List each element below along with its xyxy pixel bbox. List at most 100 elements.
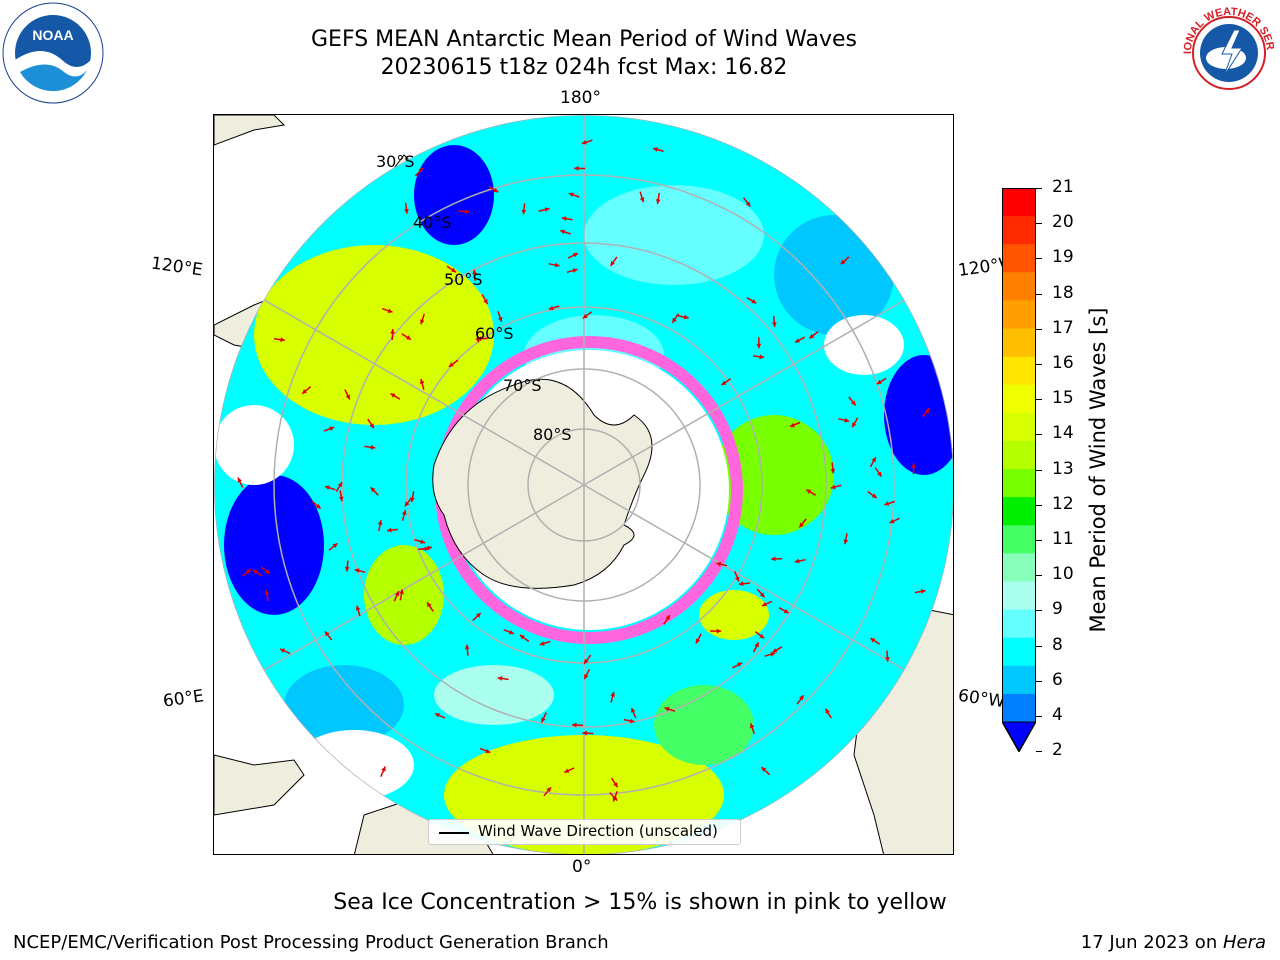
wind-wave-arrowhead — [345, 394, 350, 400]
wind-wave-arrowhead — [539, 641, 545, 646]
wind-wave-arrowhead — [560, 229, 566, 235]
colorbar-cell — [1002, 665, 1036, 695]
colorbar-tick-label: 20 — [1052, 212, 1074, 233]
lat-label-50s: 50°S — [444, 270, 483, 289]
wind-wave-arrowhead — [885, 657, 890, 662]
wind-wave-arrowhead — [574, 166, 579, 171]
colorbar-extension — [1002, 721, 1036, 752]
colorbar-cell — [1002, 272, 1036, 301]
wind-wave-arrowhead — [920, 589, 926, 594]
colorbar-tick-mark — [1036, 540, 1042, 541]
wind-wave-arrowhead — [789, 422, 795, 428]
colorbar-cell — [1002, 581, 1036, 611]
wind-wave-arrowhead — [613, 782, 618, 788]
colorbar-tick-label: 15 — [1052, 388, 1074, 409]
colorbar-tick-mark — [1036, 293, 1042, 295]
wind-wave-arrowhead — [329, 426, 335, 431]
wind-wave-arrowhead — [584, 674, 589, 680]
colorbar-tick-label: 16 — [1052, 353, 1074, 373]
sea-ice-note: Sea Ice Concentration > 15% is shown in … — [333, 890, 947, 915]
colorbar-cell — [1002, 244, 1036, 273]
colorbar-cell — [1002, 440, 1036, 470]
colorbar-tick-mark — [1036, 716, 1042, 717]
wind-wave-arrowhead — [315, 504, 321, 509]
credit-text: NCEP/EMC/Verification Post Processing Pr… — [13, 932, 609, 953]
wind-wave-arrowhead — [546, 787, 551, 793]
polar-map — [214, 115, 953, 854]
wind-wave-arrowhead — [519, 634, 525, 640]
wind-wave-arrowhead — [759, 633, 765, 639]
colorbar-tick-mark — [1036, 504, 1042, 506]
wind-wave-arrowhead — [246, 569, 251, 574]
wind-wave-arrowhead — [475, 337, 481, 343]
period-patch — [224, 475, 324, 615]
wind-wave-arrowhead — [639, 197, 645, 203]
wind-wave-arrowhead — [683, 314, 689, 320]
colorbar-tick-label: 11 — [1052, 529, 1074, 549]
colorbar-tick-mark — [1036, 645, 1042, 647]
period-patch — [699, 590, 769, 640]
wind-wave-arrowhead — [572, 268, 578, 273]
wind-wave-arrowhead — [493, 187, 499, 193]
wind-wave-arrowhead — [830, 468, 836, 474]
colorbar-cell — [1002, 412, 1036, 442]
wind-wave-arrowhead — [629, 718, 635, 724]
wind-wave-arrowhead — [761, 767, 767, 772]
wind-wave-arrowhead — [884, 501, 890, 506]
wind-wave-arrowhead — [554, 262, 560, 268]
wind-wave-arrowhead — [427, 602, 432, 608]
wind-wave-arrowhead — [568, 192, 574, 197]
wind-wave-arrowhead — [404, 501, 410, 507]
wind-wave-arrowhead — [751, 299, 757, 304]
colorbar-tick-mark — [1036, 328, 1042, 330]
wind-wave-arrowhead — [332, 543, 338, 548]
colorbar-cell — [1002, 553, 1036, 582]
lat-label-30s: 30°S — [376, 152, 415, 171]
wind-wave-arrowhead — [369, 423, 374, 429]
colorbar-tick-mark — [1036, 434, 1042, 436]
wind-wave-arrowhead — [759, 592, 765, 598]
wind-wave-arrowhead — [406, 335, 412, 340]
wind-wave-arrowhead — [695, 638, 701, 644]
wind-wave-arrowhead — [483, 299, 488, 304]
wind-wave-arrowhead — [582, 730, 587, 736]
wind-wave-arrowhead — [497, 676, 503, 681]
wind-wave-arrowhead — [419, 379, 425, 384]
wind-wave-arrowhead — [825, 708, 830, 714]
machine-name: Hera — [1222, 932, 1266, 953]
wind-wave-arrowhead — [338, 496, 344, 502]
wind-wave-arrowhead — [420, 319, 425, 325]
wind-wave-arrowhead — [759, 354, 765, 360]
wind-wave-arrowhead — [756, 343, 762, 349]
wind-wave-arrowhead — [745, 201, 751, 207]
colorbar-tick-label: 4 — [1052, 705, 1063, 725]
colorbar-tick-mark — [1036, 188, 1042, 189]
wind-wave-arrowhead — [354, 568, 360, 573]
nws-logo: NATIONAL WEATHER SERVICE — [1178, 2, 1279, 103]
period-patch — [584, 185, 764, 285]
wind-wave-arrowhead — [851, 400, 856, 406]
period-patch — [434, 665, 554, 725]
wind-wave-arrowhead — [716, 628, 722, 634]
colorbar-tick-mark — [1036, 258, 1042, 260]
period-patch — [714, 415, 834, 535]
wind-wave-arrowhead — [381, 766, 386, 772]
no-data-area — [824, 315, 904, 375]
period-patch — [774, 215, 894, 335]
wind-wave-arrowhead — [655, 199, 661, 204]
colorbar-tick-mark — [1036, 364, 1042, 365]
wind-wave-arrowhead — [573, 253, 578, 258]
wind-wave-arrowhead — [325, 631, 330, 637]
wind-wave-arrowhead — [564, 768, 570, 773]
map-panel — [213, 114, 954, 855]
wind-wave-arrowhead — [325, 485, 330, 490]
lon-label-60e: 60°E — [161, 686, 206, 712]
period-patch — [654, 685, 754, 765]
wind-wave-arrowhead — [370, 444, 376, 450]
wind-wave-arrowhead — [548, 305, 554, 311]
wind-wave-arrowhead — [427, 545, 432, 551]
wind-wave-arrowhead — [572, 722, 577, 728]
colorbar-tick-mark — [1036, 469, 1042, 471]
wind-wave-arrowhead — [485, 748, 491, 754]
wind-wave-arrowhead — [435, 713, 440, 718]
